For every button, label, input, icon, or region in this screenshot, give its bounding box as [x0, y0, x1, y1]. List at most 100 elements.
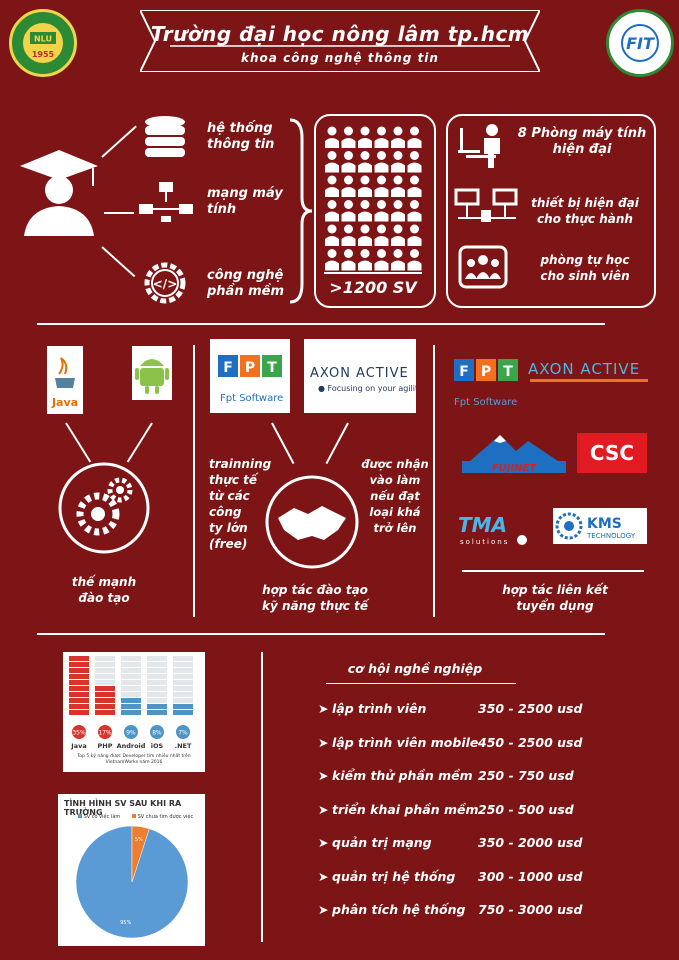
skill-bar-block: [147, 656, 167, 661]
student-icon: [358, 126, 372, 148]
student-icon: [325, 200, 339, 222]
career-salary: 350 - 2000 usd: [478, 835, 583, 850]
fpt-sub-label: Fpt Software: [454, 397, 517, 408]
skill-bar-block: [121, 686, 141, 691]
pie-slice-label: 95%: [120, 920, 131, 926]
skill-bar-block: [69, 656, 89, 661]
skill-bar-block: [121, 662, 141, 667]
student-icon: [325, 224, 339, 246]
svg-text:P: P: [481, 364, 491, 380]
student-icon: [391, 175, 405, 197]
connector-line: [325, 422, 349, 465]
skill-bar-block: [95, 662, 115, 667]
student-icon: [391, 224, 405, 246]
skill-bar-block: [173, 704, 193, 709]
skill-bar-block: [95, 674, 115, 679]
tma-logo: TMA solutions: [458, 513, 527, 546]
kms-logo: KMS TECHNOLOGY: [553, 508, 647, 544]
major-networks: mạng máy tính: [207, 186, 283, 217]
careers-underline: [326, 683, 516, 684]
skill-bar-block: [173, 662, 193, 667]
java-label: Java: [51, 396, 78, 409]
connector-line: [271, 422, 295, 465]
kms-sub: TECHNOLOGY: [586, 532, 636, 540]
svg-text:P: P: [245, 360, 255, 376]
lab-equipment-icon: [454, 188, 518, 222]
kms-name: KMS: [587, 516, 622, 532]
skill-bar-block: [121, 692, 141, 697]
student-icon: [325, 151, 339, 173]
skill-bar-block: [95, 710, 115, 715]
student-icon: [374, 224, 389, 246]
career-salary: 450 - 2500 usd: [478, 734, 583, 750]
pie-slice: [131, 825, 150, 883]
svg-text:</>: </>: [153, 277, 178, 291]
students-count: >1200 SV: [329, 278, 417, 297]
skill-bar-block: [95, 656, 115, 661]
axon-small-name: AXON ACTIVE: [528, 360, 640, 378]
skill-pct-badge: [176, 725, 190, 739]
fpt-software-label: Fpt Software: [220, 393, 283, 404]
developer-skills-bars: 35% Java 17% PHP 9% Android 8% iOS 7% .NET: [69, 656, 193, 750]
skill-bar-block: [95, 668, 115, 673]
brace-icon: [289, 118, 313, 304]
career-job: kiểm thử phần mềm: [332, 768, 473, 783]
skill-bar-block: [173, 698, 193, 703]
career-job: quản trị mạng: [332, 835, 432, 850]
student-icon: [358, 200, 372, 222]
career-row: ➤ quản trị mạng 350 - 2000 usd: [318, 835, 618, 855]
skill-bar-block: [121, 656, 141, 661]
skill-pct-label: 35%: [72, 730, 86, 737]
student-icon: [374, 151, 389, 173]
career-salary: 250 - 500 usd: [478, 801, 574, 817]
skill-pct-badge: [72, 725, 86, 739]
skill-bar-block: [69, 668, 89, 673]
pie-legend-employed: SV có việc làm: [78, 814, 120, 820]
skill-bar-block: [121, 674, 141, 679]
faculty-logo: FIT: [606, 9, 674, 77]
student-icon: [325, 249, 339, 271]
skill-bar-block: [147, 662, 167, 667]
skill-bar-block: [173, 680, 193, 685]
students-underline: [324, 272, 422, 274]
student-icon: [341, 249, 356, 271]
skill-bar-block: [147, 686, 167, 691]
arrow-icon: ➤: [318, 734, 329, 750]
student-icon: [407, 151, 422, 173]
skill-bar-block: [121, 668, 141, 673]
divider: [462, 570, 644, 572]
skill-bar-block: [173, 668, 193, 673]
career-row: ➤ quản trị hệ thống 300 - 1000 usd: [318, 869, 618, 889]
major-software: công nghệ phần mềm: [207, 268, 285, 299]
skill-bar-block: [95, 698, 115, 703]
student-icon: [358, 151, 372, 173]
employment-pie: 95% 5%: [75, 825, 189, 939]
skill-bar-block: [69, 692, 89, 697]
fujinet-name: FUJINET: [492, 463, 538, 474]
page-subtitle: khoa công nghệ thông tin: [241, 51, 439, 65]
developer-skills-chart: 35% Java 17% PHP 9% Android 8% iOS 7% .NET Top 5 …: [63, 652, 205, 772]
student-icon: [407, 249, 422, 271]
skill-bar-block: [173, 686, 193, 691]
developer-chart-caption: Top 5 kỹ năng được Developer tìm nhiều n…: [77, 754, 191, 765]
fit-logo-text: FIT: [626, 34, 655, 53]
students-grid: [325, 126, 422, 271]
study-room-icon: [458, 245, 508, 289]
skill-bar-block: [69, 680, 89, 685]
skill-bar-block: [69, 686, 89, 691]
connector-line: [104, 212, 134, 214]
tma-name: TMA: [458, 513, 507, 537]
student-icon: [341, 224, 356, 246]
career-salary: 300 - 1000 usd: [478, 868, 583, 884]
career-job: triển khai phần mềm: [332, 801, 479, 817]
career-salary: 750 - 3000 usd: [478, 902, 583, 917]
major-info-systems: hệ thống thông tin: [207, 121, 275, 152]
student-icon: [407, 200, 422, 222]
arrow-icon: ➤: [318, 701, 329, 716]
svg-text:T: T: [503, 364, 513, 380]
divider: [261, 652, 263, 942]
skill-name-label: iOS: [151, 742, 164, 750]
skill-bar-block: [173, 710, 193, 715]
facility-computer-rooms: 8 Phòng máy tính hiện đại: [517, 126, 647, 157]
skill-pct-badge: [150, 725, 164, 739]
